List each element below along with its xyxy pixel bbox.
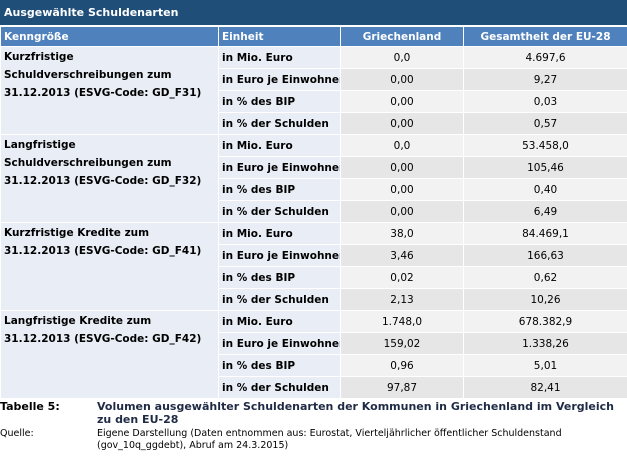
einheit-cell: in Euro je Einwohner: [218, 156, 341, 179]
table-row: in % des BIP 0,02 0,62: [1, 266, 627, 289]
table-row: in % der Schulden 0,00 6,49: [1, 200, 627, 223]
eu28-cell: 105,46: [463, 156, 627, 179]
einheit-cell: in % des BIP: [218, 178, 341, 201]
header-griechenland: Griechenland: [340, 26, 464, 47]
table-row: in % der Schulden 97,87 82,41: [1, 376, 627, 399]
eu28-cell: 6,49: [463, 200, 627, 223]
griechenland-cell: 0,0: [340, 46, 464, 69]
header-einheit: Einheit: [218, 26, 341, 47]
table-row: in Euro je Einwohner 0,00 105,46: [1, 156, 627, 179]
table-row: in % der Schulden 2,13 10,26: [1, 288, 627, 311]
griechenland-cell: 0,96: [340, 354, 464, 377]
griechenland-cell: 3,46: [340, 244, 464, 267]
eu28-cell: 53.458,0: [463, 134, 627, 157]
source-text: Eigene Darstellung (Daten entnommen aus:…: [97, 428, 562, 451]
header-row: Kenngröße Einheit Griechenland Gesamthei…: [0, 26, 627, 47]
griechenland-cell: 38,0: [340, 222, 464, 245]
eu28-cell: 10,26: [463, 288, 627, 311]
debt-table: Kenngröße Einheit Griechenland Gesamthei…: [0, 26, 627, 399]
griechenland-cell: 0,00: [340, 156, 464, 179]
eu28-cell: 0,40: [463, 178, 627, 201]
kenngroesse-cell: Kurzfristige Schuldverschreibungen zum 3…: [0, 46, 219, 135]
table-body: Kurzfristige Schuldverschreibungen zum 3…: [0, 46, 627, 399]
eu28-cell: 9,27: [463, 68, 627, 91]
table-row: in Euro je Einwohner 0,00 9,27: [1, 68, 627, 91]
table-row: in % des BIP 0,00 0,03: [1, 90, 627, 113]
table-row: in Euro je Einwohner 159,02 1.338,26: [1, 332, 627, 355]
einheit-cell: in % der Schulden: [218, 112, 341, 135]
eu28-cell: 0,62: [463, 266, 627, 289]
header-kenngroesse: Kenngröße: [0, 26, 219, 47]
kenngroesse-cell: Langfristige Schuldverschreibungen zum 3…: [0, 134, 219, 223]
griechenland-cell: 0,00: [340, 68, 464, 91]
einheit-cell: in Euro je Einwohner: [218, 244, 341, 267]
einheit-cell: in % der Schulden: [218, 200, 341, 223]
griechenland-cell: 97,87: [340, 376, 464, 399]
table-row: Langfristige Schuldverschreibungen zum 3…: [0, 134, 627, 223]
eu28-cell: 166,63: [463, 244, 627, 267]
griechenland-cell: 1.748,0: [340, 310, 464, 333]
einheit-cell: in % des BIP: [218, 354, 341, 377]
header-eu28: Gesamtheit der EU-28: [463, 26, 627, 47]
einheit-cell: in % der Schulden: [218, 376, 341, 399]
einheit-cell: in Euro je Einwohner: [218, 68, 341, 91]
table-caption: Tabelle 5: Volumen ausgewählter Schulden…: [0, 400, 627, 452]
einheit-cell: in % des BIP: [218, 266, 341, 289]
griechenland-cell: 159,02: [340, 332, 464, 355]
eu28-cell: 82,41: [463, 376, 627, 399]
eu28-cell: 5,01: [463, 354, 627, 377]
table-title: Ausgewählte Schuldenarten: [0, 0, 627, 25]
table-row: in % des BIP 0,00 0,40: [1, 178, 627, 201]
griechenland-cell: 0,00: [340, 90, 464, 113]
einheit-cell: in Mio. Euro: [218, 222, 341, 245]
table-row: Langfristige Kredite zum 31.12.2013 (ESV…: [0, 310, 627, 399]
einheit-cell: in % des BIP: [218, 90, 341, 113]
griechenland-cell: 0,02: [340, 266, 464, 289]
eu28-cell: 4.697,6: [463, 46, 627, 69]
einheit-cell: in Mio. Euro: [218, 310, 341, 333]
einheit-cell: in Mio. Euro: [218, 134, 341, 157]
source-label: Quelle:: [0, 428, 34, 439]
caption-text: Volumen ausgewählter Schuldenarten der K…: [97, 400, 614, 426]
griechenland-cell: 0,00: [340, 200, 464, 223]
kenngroesse-cell: Kurzfristige Kredite zum 31.12.2013 (ESV…: [0, 222, 219, 311]
table-row: in % des BIP 0,96 5,01: [1, 354, 627, 377]
griechenland-cell: 0,0: [340, 134, 464, 157]
eu28-cell: 84.469,1: [463, 222, 627, 245]
griechenland-cell: 0,00: [340, 178, 464, 201]
einheit-cell: in % der Schulden: [218, 288, 341, 311]
eu28-cell: 0,57: [463, 112, 627, 135]
table-row: Kurzfristige Kredite zum 31.12.2013 (ESV…: [0, 222, 627, 311]
einheit-cell: in Euro je Einwohner: [218, 332, 341, 355]
griechenland-cell: 2,13: [340, 288, 464, 311]
table-row: Kurzfristige Schuldverschreibungen zum 3…: [0, 46, 627, 135]
eu28-cell: 0,03: [463, 90, 627, 113]
eu28-cell: 678.382,9: [463, 310, 627, 333]
einheit-cell: in Mio. Euro: [218, 46, 341, 69]
caption-label: Tabelle 5:: [0, 400, 60, 413]
griechenland-cell: 0,00: [340, 112, 464, 135]
kenngroesse-cell: Langfristige Kredite zum 31.12.2013 (ESV…: [0, 310, 219, 399]
eu28-cell: 1.338,26: [463, 332, 627, 355]
